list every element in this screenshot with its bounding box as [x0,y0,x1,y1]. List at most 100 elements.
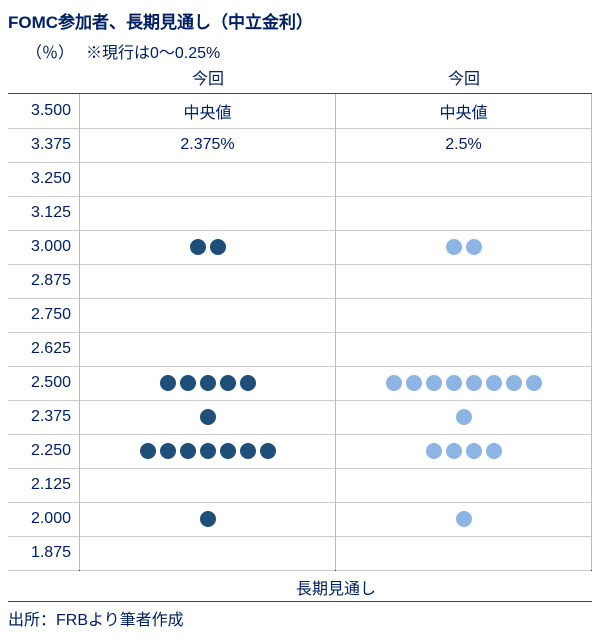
x-axis-label-wrap: 長期見通し [8,575,592,602]
dot-row [80,409,335,425]
gridline [8,502,79,503]
median-label: 中央値 [336,99,591,123]
y-tick: 3.000 [31,238,71,256]
gridline [80,264,335,265]
unit-label: （％） [26,39,74,63]
gridline [336,400,591,401]
y-tick: 3.500 [31,102,71,120]
gridline [80,332,335,333]
dot [456,511,472,527]
gridline [336,332,591,333]
y-tick: 2.000 [31,510,71,528]
dot [526,375,542,391]
gridline [336,570,591,571]
source-label: 出所：FRBより筆者作成 [8,606,592,630]
y-tick: 3.250 [31,170,71,188]
dot-row [336,375,591,391]
dot [466,239,482,255]
gridline [80,162,335,163]
dot-row [336,239,591,255]
dot [220,375,236,391]
dot [140,443,156,459]
gridline [8,162,79,163]
dot [190,239,206,255]
plot-area: 3.5003.3753.2503.1253.0002.8752.7502.625… [8,93,592,571]
gridline [8,366,79,367]
gridline [336,434,591,435]
dot [426,443,442,459]
gridline [80,196,335,197]
y-tick: 3.375 [31,136,71,154]
column-headers: 今回 今回 [8,65,592,89]
dot [200,511,216,527]
gridline [80,230,335,231]
dot [200,375,216,391]
dot [406,375,422,391]
dot [240,375,256,391]
dot-row [336,511,591,527]
gridline [336,162,591,163]
panel-right: 中央値 2.5% [336,94,592,570]
column-header-b: 今回 [336,65,592,89]
median-label: 中央値 [80,99,335,123]
y-tick: 2.250 [31,442,71,460]
dot [180,443,196,459]
chart-container: FOMC参加者、長期見通し（中立金利） （％） ※現行は0～0.25% 今回 今… [0,0,600,638]
gridline [8,570,79,571]
dot-row [80,511,335,527]
gridline [8,128,79,129]
y-tick: 2.500 [31,374,71,392]
subtitle-row: （％） ※現行は0～0.25% [8,39,592,63]
dot [260,443,276,459]
dot [456,409,472,425]
gridline [80,502,335,503]
gridline [336,264,591,265]
gridline [8,196,79,197]
gridline [8,434,79,435]
gridline [8,230,79,231]
dot [386,375,402,391]
dot [466,443,482,459]
dot [200,409,216,425]
y-tick: 1.875 [31,544,71,562]
dot [210,239,226,255]
gridline [336,298,591,299]
gridline [8,332,79,333]
dot-row [80,239,335,255]
gridline [336,468,591,469]
dot [486,375,502,391]
dot [466,375,482,391]
gridline [8,468,79,469]
y-tick: 2.875 [31,272,71,290]
gridline [336,196,591,197]
column-header-a: 今回 [80,65,336,89]
gridline [336,366,591,367]
dot [160,375,176,391]
dot [160,443,176,459]
gridline [336,502,591,503]
gridline [8,298,79,299]
gridline [8,536,79,537]
gridline [80,434,335,435]
dot [426,375,442,391]
dot-row [80,375,335,391]
gridline [80,366,335,367]
gridline [80,468,335,469]
gridline [80,128,335,129]
median-value: 2.5% [336,136,591,154]
dot [240,443,256,459]
chart-title: FOMC参加者、長期見通し（中立金利） [8,8,592,33]
gridline [80,400,335,401]
gridline [8,400,79,401]
y-tick: 2.125 [31,476,71,494]
gridline [336,128,591,129]
dot [506,375,522,391]
gridline [336,230,591,231]
note-label: ※現行は0～0.25% [86,39,220,63]
dot [180,375,196,391]
dot [446,239,462,255]
gridline [80,536,335,537]
gridline [80,298,335,299]
dot-row [80,443,335,459]
y-axis: 3.5003.3753.2503.1253.0002.8752.7502.625… [8,94,80,570]
